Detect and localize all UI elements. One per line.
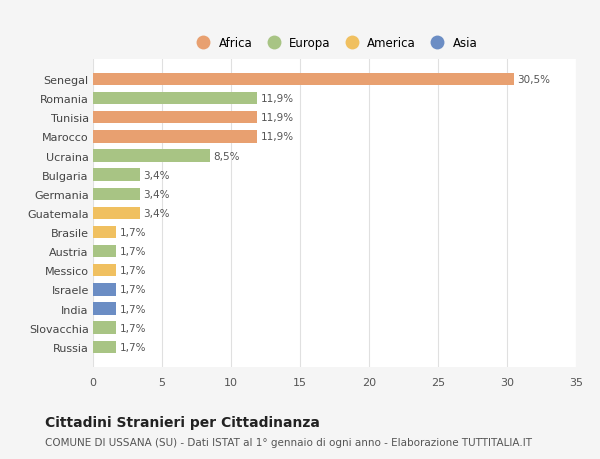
Text: 11,9%: 11,9%	[260, 94, 294, 104]
Bar	[93, 112, 257, 124]
Text: 1,7%: 1,7%	[120, 304, 146, 314]
Text: Cittadini Stranieri per Cittadinanza: Cittadini Stranieri per Cittadinanza	[45, 415, 320, 429]
Text: 8,5%: 8,5%	[214, 151, 240, 161]
Text: 1,7%: 1,7%	[120, 228, 146, 237]
Bar	[93, 93, 257, 105]
Text: 1,7%: 1,7%	[120, 246, 146, 257]
Bar	[93, 226, 116, 239]
Text: 3,4%: 3,4%	[143, 170, 170, 180]
Bar	[93, 302, 116, 315]
Text: 1,7%: 1,7%	[120, 342, 146, 352]
Bar	[93, 264, 116, 277]
Text: 11,9%: 11,9%	[260, 132, 294, 142]
Bar	[93, 169, 140, 181]
Text: COMUNE DI USSANA (SU) - Dati ISTAT al 1° gennaio di ogni anno - Elaborazione TUT: COMUNE DI USSANA (SU) - Dati ISTAT al 1°…	[45, 437, 532, 447]
Bar	[93, 246, 116, 258]
Text: 3,4%: 3,4%	[143, 208, 170, 218]
Bar	[93, 73, 514, 86]
Text: 30,5%: 30,5%	[517, 75, 550, 85]
Text: 1,7%: 1,7%	[120, 285, 146, 295]
Bar	[93, 284, 116, 296]
Bar	[93, 188, 140, 201]
Text: 1,7%: 1,7%	[120, 323, 146, 333]
Bar	[93, 131, 257, 143]
Bar	[93, 150, 211, 162]
Bar	[93, 207, 140, 220]
Text: 11,9%: 11,9%	[260, 113, 294, 123]
Text: 1,7%: 1,7%	[120, 266, 146, 276]
Legend: Africa, Europa, America, Asia: Africa, Europa, America, Asia	[189, 35, 480, 52]
Bar	[93, 341, 116, 353]
Bar	[93, 322, 116, 334]
Text: 3,4%: 3,4%	[143, 190, 170, 199]
